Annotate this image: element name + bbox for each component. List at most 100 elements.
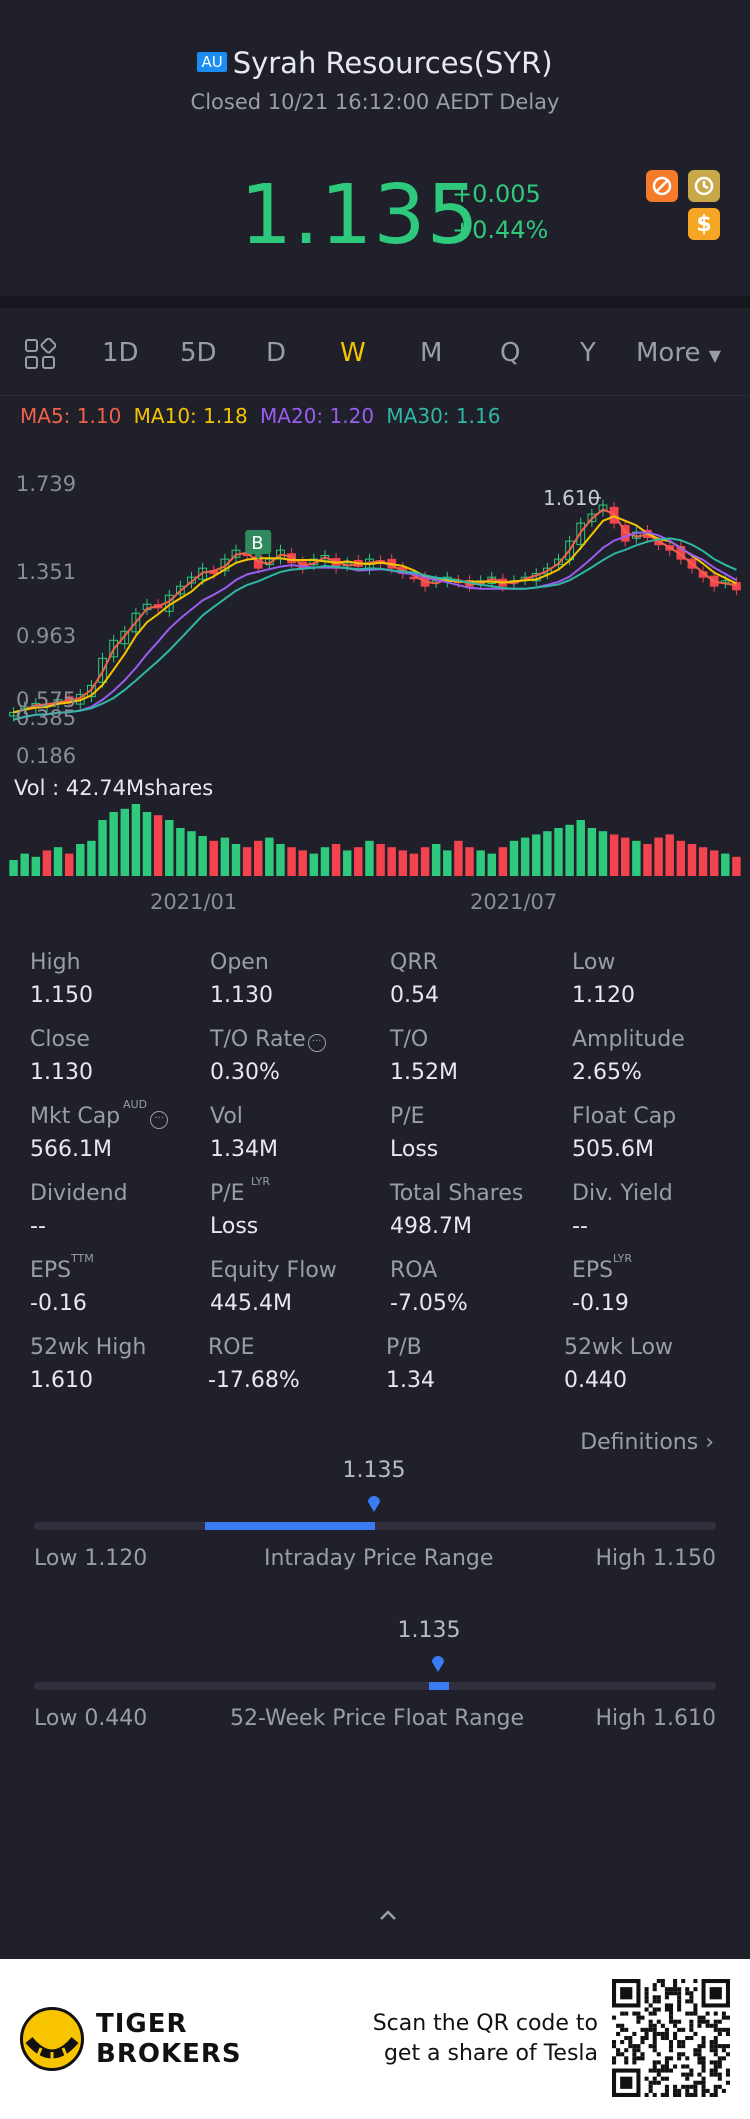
volume-bar xyxy=(621,837,630,876)
price-change-percent: +0.44% xyxy=(452,216,549,244)
qr-module xyxy=(701,2092,706,2097)
volume-bar xyxy=(242,847,252,876)
qr-module xyxy=(713,2052,718,2057)
volume-bar xyxy=(398,850,408,876)
stat-t-o-rate[interactable]: T/O Rate ··· 0.30% xyxy=(210,1027,390,1085)
chevron-up-icon[interactable] xyxy=(378,1905,398,1925)
qr-module xyxy=(713,2060,718,2065)
volume-bar xyxy=(576,820,585,876)
info-icon[interactable]: ··· xyxy=(307,1034,326,1052)
tiger-logo-icon xyxy=(20,2007,84,2071)
tab-1d[interactable]: 1D xyxy=(102,338,139,368)
tab-more[interactable]: More ▼ xyxy=(636,338,722,368)
qr-module xyxy=(697,2080,702,2085)
volume-bar xyxy=(365,840,374,876)
qr-module xyxy=(652,1999,657,2004)
stat-label: Vol xyxy=(210,1104,243,1129)
qr-module xyxy=(693,2031,698,2036)
qr-module xyxy=(644,2027,649,2032)
qr-module xyxy=(656,1995,661,2000)
qr-module xyxy=(660,2031,665,2036)
qr-module xyxy=(644,1995,649,2000)
info-icon[interactable]: ··· xyxy=(150,1111,169,1129)
stat-value: -- xyxy=(30,1214,46,1239)
stat-value: Loss xyxy=(210,1214,259,1239)
tab-q[interactable]: Q xyxy=(500,338,521,368)
tab-5d[interactable]: 5D xyxy=(180,338,217,368)
qr-code-icon[interactable] xyxy=(612,1979,730,2097)
qr-module xyxy=(648,2088,653,2093)
qr-module xyxy=(725,2052,730,2057)
stat-superscript: TTM xyxy=(71,1252,94,1265)
qr-module xyxy=(673,1979,678,1984)
qr-module xyxy=(620,2023,625,2028)
no-short-icon[interactable] xyxy=(646,170,678,202)
qr-module xyxy=(668,2048,674,2053)
buy-marker-pointer xyxy=(254,554,263,560)
qr-module xyxy=(664,2056,669,2061)
volume-bar xyxy=(109,812,118,876)
qr-module xyxy=(652,2080,657,2085)
volume-bar xyxy=(176,828,185,876)
layout-grid-icon[interactable] xyxy=(24,338,56,370)
qr-module xyxy=(701,2080,706,2085)
candle-up xyxy=(587,513,597,523)
tab-d[interactable]: D xyxy=(266,338,287,368)
qr-module xyxy=(652,2064,657,2069)
stat-qrr: QRR 0.54 xyxy=(390,950,570,1008)
tab-w[interactable]: W xyxy=(340,338,366,368)
qr-module xyxy=(652,1983,657,1988)
promo-text: Scan the QR code to xyxy=(372,2011,598,2036)
stat-label: T/O xyxy=(390,1027,429,1052)
promo-text: get a share of Tesla xyxy=(383,2041,598,2066)
qr-module xyxy=(697,2023,702,2028)
history-icon[interactable] xyxy=(688,170,720,202)
stat-value: -7.05% xyxy=(390,1291,468,1316)
qr-module xyxy=(640,2035,645,2041)
intraday-low: Low 1.120 xyxy=(34,1546,148,1571)
tab-y[interactable]: Y xyxy=(580,338,596,368)
qr-module xyxy=(717,2064,722,2069)
qr-module xyxy=(697,2052,702,2057)
qr-module xyxy=(697,2060,702,2065)
candle-up xyxy=(98,657,107,683)
volume-bar xyxy=(265,837,274,876)
volume-bar xyxy=(476,850,485,876)
qr-module xyxy=(644,1991,649,1996)
stat-mkt-cap[interactable]: Mkt Cap AUD ··· 566.1M xyxy=(30,1098,210,1162)
qr-module xyxy=(668,2056,674,2061)
qr-module xyxy=(668,1991,674,1996)
volume-bar xyxy=(20,853,29,876)
week52-track xyxy=(34,1682,716,1690)
volume-bar xyxy=(276,844,285,876)
qr-module xyxy=(709,2023,714,2028)
qr-module xyxy=(713,2068,718,2073)
definitions-link[interactable]: Definitions › xyxy=(580,1430,714,1455)
qr-module xyxy=(664,1991,669,1996)
week52-fill xyxy=(429,1682,450,1690)
stat-value: -0.19 xyxy=(572,1291,629,1316)
qr-module xyxy=(660,1979,665,1984)
intraday-high: High 1.150 xyxy=(595,1546,716,1571)
qr-module xyxy=(648,2080,653,2085)
stat-eps: EPS LYR -0.19 xyxy=(572,1252,750,1316)
volume-bar xyxy=(520,837,530,876)
stat-label: Dividend xyxy=(30,1181,128,1206)
qr-module xyxy=(636,2019,641,2024)
qr-module xyxy=(725,2044,730,2049)
qr-module xyxy=(689,2019,694,2024)
qr-module xyxy=(652,2023,657,2028)
tab-m[interactable]: M xyxy=(420,338,443,368)
qr-module xyxy=(697,2048,702,2053)
qr-module xyxy=(673,1983,678,1988)
qr-module xyxy=(656,2060,661,2065)
qr-module xyxy=(677,2027,682,2032)
qr-module xyxy=(681,2052,686,2057)
qr-module xyxy=(656,2031,661,2036)
dollar-icon[interactable]: $ xyxy=(688,208,720,240)
qr-module xyxy=(652,2048,657,2053)
volume-bar xyxy=(609,834,619,876)
qr-module xyxy=(693,2084,698,2089)
volume-bar xyxy=(487,853,496,876)
